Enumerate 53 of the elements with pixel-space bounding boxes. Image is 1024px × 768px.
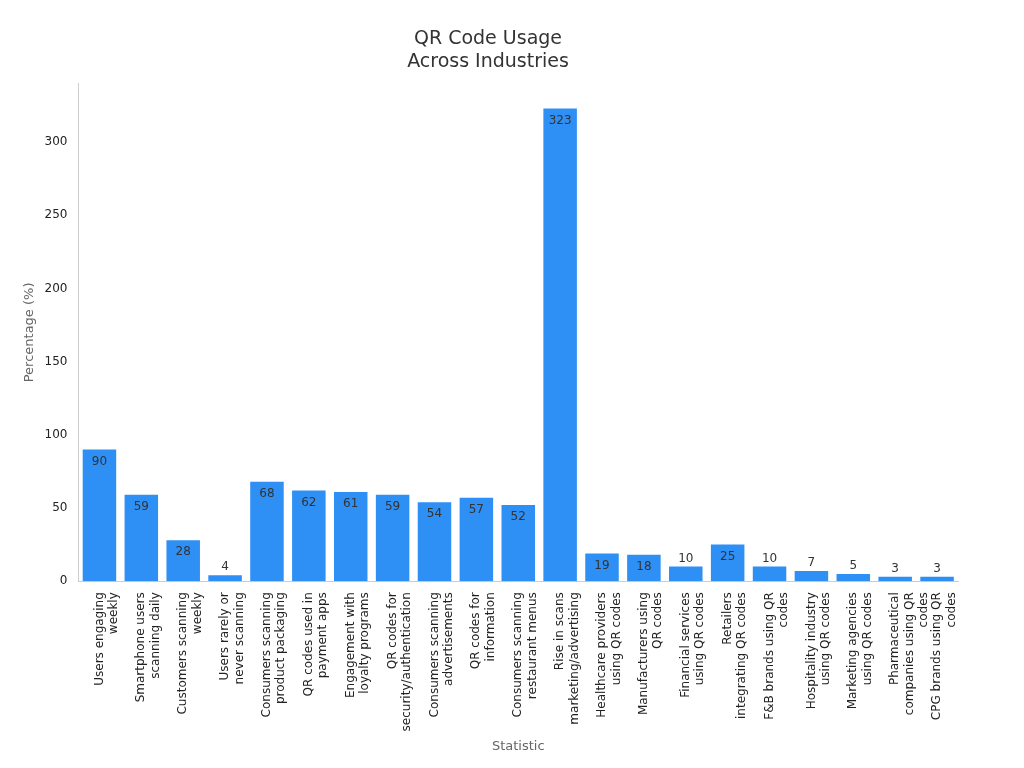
y-tick-label: 0 — [59, 573, 68, 588]
bar — [459, 497, 494, 582]
bar — [292, 490, 326, 582]
data-label: 90 — [91, 453, 108, 468]
bar — [333, 491, 368, 582]
data-label: 19 — [594, 557, 610, 572]
data-label: 3 — [891, 560, 899, 575]
data-label: 10 — [678, 550, 694, 565]
data-label: 59 — [133, 498, 149, 513]
y-tick-label: 150 — [44, 353, 68, 368]
data-label: 59 — [384, 498, 401, 513]
bar — [836, 573, 871, 582]
chart-title: QR Code Usage Across Industries — [407, 26, 569, 72]
y-tick-label: 200 — [44, 280, 68, 295]
bar — [627, 554, 661, 582]
bar — [543, 108, 577, 582]
data-label: 54 — [426, 506, 443, 521]
bar — [417, 502, 452, 582]
data-label: 10 — [761, 550, 778, 565]
bar — [124, 494, 159, 582]
data-label: 5 — [849, 558, 858, 573]
x-axis-title: Statistic — [491, 737, 545, 753]
bar — [920, 576, 954, 582]
bar — [250, 481, 284, 582]
data-label: 7 — [807, 555, 816, 570]
data-label: 3 — [933, 560, 941, 575]
bar — [710, 544, 745, 582]
data-label: 52 — [510, 509, 526, 524]
bar — [375, 494, 410, 582]
bar — [878, 576, 912, 582]
y-tick-label: 300 — [44, 134, 68, 149]
data-label: 28 — [175, 544, 191, 559]
bar — [166, 540, 200, 582]
data-label: 57 — [468, 501, 485, 516]
data-label: 62 — [301, 494, 317, 509]
data-label: 68 — [259, 485, 275, 500]
data-label: 18 — [636, 558, 652, 573]
bar — [752, 566, 787, 582]
y-tick-label: 250 — [44, 207, 68, 222]
y-tick-label: 50 — [52, 500, 68, 515]
bar — [585, 553, 619, 582]
bar — [501, 505, 535, 582]
data-label: 61 — [343, 496, 359, 511]
y-tick-label: 100 — [44, 426, 68, 441]
data-label: 4 — [221, 559, 229, 574]
x-tick-label: Users engaging weekly — [91, 592, 120, 686]
data-label: 323 — [548, 112, 572, 127]
y-axis-title: Percentage (%) — [21, 282, 37, 383]
data-label: 25 — [720, 548, 736, 563]
bar — [669, 566, 703, 582]
bar — [794, 570, 829, 582]
bar — [82, 449, 117, 582]
bar — [208, 575, 242, 582]
